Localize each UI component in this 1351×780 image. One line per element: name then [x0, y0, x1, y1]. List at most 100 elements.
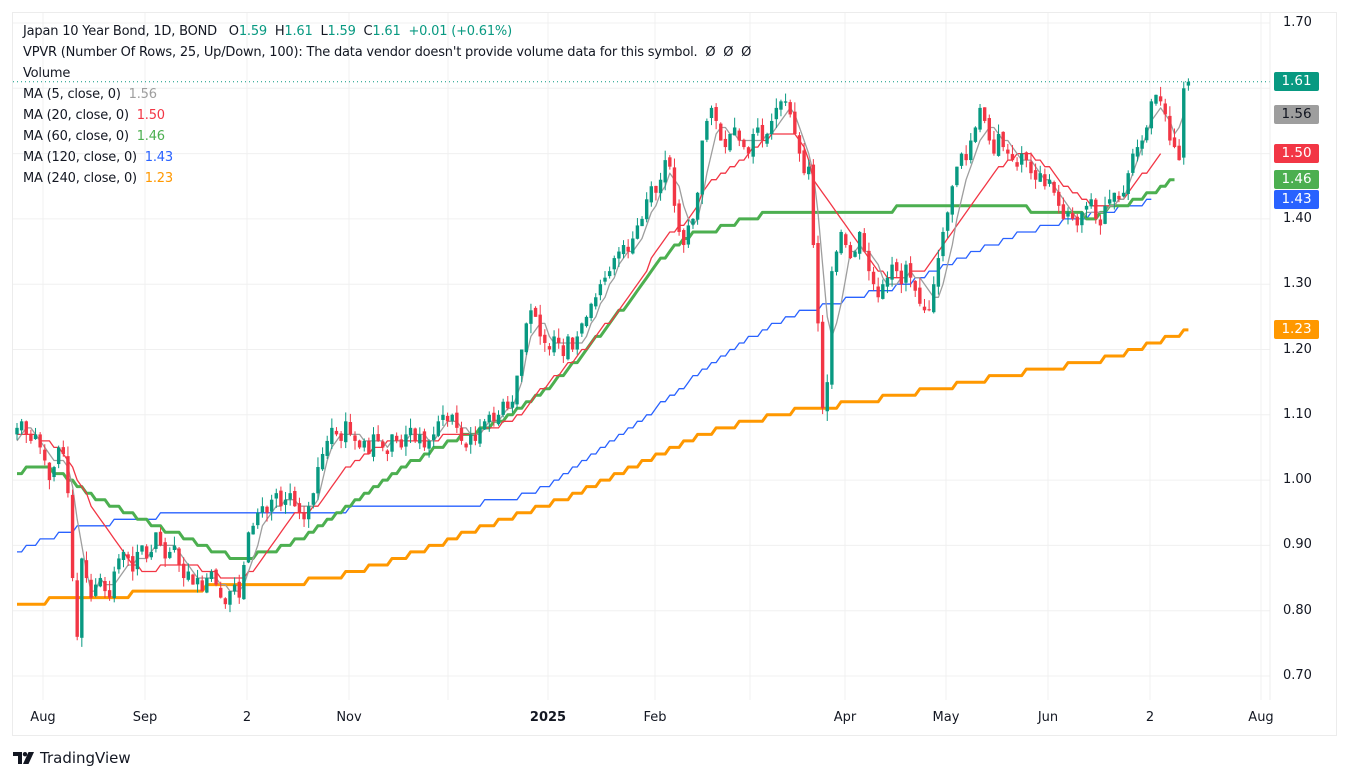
time-tick-label: May	[932, 710, 960, 725]
candle-body	[274, 493, 278, 499]
ma-label: MA (5, close, 0)	[23, 87, 121, 102]
legend-volume-row[interactable]: Volume	[23, 66, 70, 81]
legend-ma-row[interactable]: MA (20, close, 0) 1.50	[23, 108, 165, 123]
candle	[881, 279, 885, 300]
candle-body	[1020, 153, 1024, 165]
candle	[168, 547, 172, 560]
candle-body	[705, 120, 709, 140]
candle	[38, 432, 42, 455]
candle	[1186, 78, 1191, 91]
candle	[455, 405, 459, 434]
legend-ma-row[interactable]: MA (240, close, 0) 1.23	[23, 171, 173, 186]
candle-body	[927, 309, 931, 311]
candle-body	[515, 375, 519, 405]
candle-body	[580, 323, 584, 334]
candle-body	[881, 284, 885, 299]
candle-body	[969, 140, 973, 161]
candle	[737, 128, 741, 147]
candle	[1089, 193, 1093, 209]
candle	[621, 240, 626, 259]
candle-body	[242, 564, 246, 600]
candle	[1094, 197, 1098, 224]
candle-body	[1061, 204, 1066, 219]
candle	[584, 315, 589, 328]
candle	[418, 427, 422, 450]
candle	[973, 126, 978, 144]
candle-body	[1070, 212, 1075, 219]
candle	[871, 266, 876, 291]
candle	[1066, 207, 1070, 225]
time-tick-label: Aug	[1248, 710, 1274, 725]
candle-body	[232, 584, 237, 592]
candle	[107, 580, 112, 601]
candle	[339, 431, 343, 449]
candle	[1177, 139, 1181, 161]
candle-body	[982, 107, 987, 121]
candle	[242, 561, 246, 600]
candle	[1149, 98, 1154, 135]
candle-body	[195, 578, 200, 585]
candle-body	[223, 598, 228, 605]
candle	[353, 431, 357, 450]
candle	[547, 343, 552, 356]
candle-body	[205, 578, 209, 593]
candle-body	[996, 134, 1001, 156]
candle-body	[700, 140, 704, 195]
candle-body	[825, 382, 829, 412]
candle-body	[737, 130, 741, 141]
candle	[283, 491, 288, 514]
candle	[362, 438, 366, 452]
vpvr-label: VPVR (Number Of Rows, 25, Up/Down, 100):…	[23, 45, 698, 60]
candle-body	[117, 558, 121, 570]
candle	[288, 483, 292, 506]
tradingview-logo[interactable]: TradingView	[13, 749, 131, 767]
candle	[191, 573, 195, 585]
candle-body	[38, 434, 42, 448]
candle	[279, 486, 283, 512]
candle	[904, 260, 908, 292]
candle-body	[390, 434, 394, 452]
candle	[154, 532, 158, 553]
candle-body	[1182, 88, 1186, 158]
candle	[117, 554, 121, 574]
candle-body	[432, 434, 436, 441]
candle-body	[1107, 199, 1112, 204]
candle-body	[80, 558, 84, 638]
candle-body	[353, 435, 357, 441]
candle	[1080, 211, 1084, 233]
candle	[131, 546, 135, 581]
candle-body	[1126, 173, 1130, 194]
candle	[1006, 143, 1010, 160]
candle-body	[1015, 162, 1019, 167]
candle	[399, 434, 403, 450]
candle-body	[1066, 212, 1070, 217]
ma-value: 1.43	[144, 150, 173, 165]
price-badge: 1.56	[1274, 104, 1319, 124]
candle	[1126, 170, 1130, 201]
candle-body	[955, 166, 959, 186]
legend-ma-row[interactable]: MA (5, close, 0) 1.56	[23, 87, 157, 102]
ma-label: MA (240, close, 0)	[23, 171, 137, 186]
candle-body	[1001, 131, 1005, 148]
candle	[672, 158, 677, 213]
candle-body	[756, 127, 760, 133]
candle	[594, 293, 598, 310]
candle	[94, 578, 98, 598]
legend-ma-row[interactable]: MA (60, close, 0) 1.46	[23, 129, 165, 144]
legend-vpvr-row[interactable]: VPVR (Number Of Rows, 25, Up/Down, 100):…	[23, 45, 751, 60]
candle-body	[131, 556, 135, 572]
candle-body	[547, 346, 552, 350]
candle-body	[61, 447, 65, 454]
legend-ma-row[interactable]: MA (120, close, 0) 1.43	[23, 150, 173, 165]
candle	[529, 303, 533, 334]
candle	[783, 93, 788, 107]
candle	[857, 231, 862, 260]
candle-body	[617, 251, 621, 259]
candle-body	[1094, 199, 1098, 219]
candle-body	[621, 245, 626, 255]
candle-body	[830, 271, 834, 385]
candle	[876, 277, 880, 303]
candle	[538, 304, 542, 345]
candle	[1084, 201, 1089, 218]
